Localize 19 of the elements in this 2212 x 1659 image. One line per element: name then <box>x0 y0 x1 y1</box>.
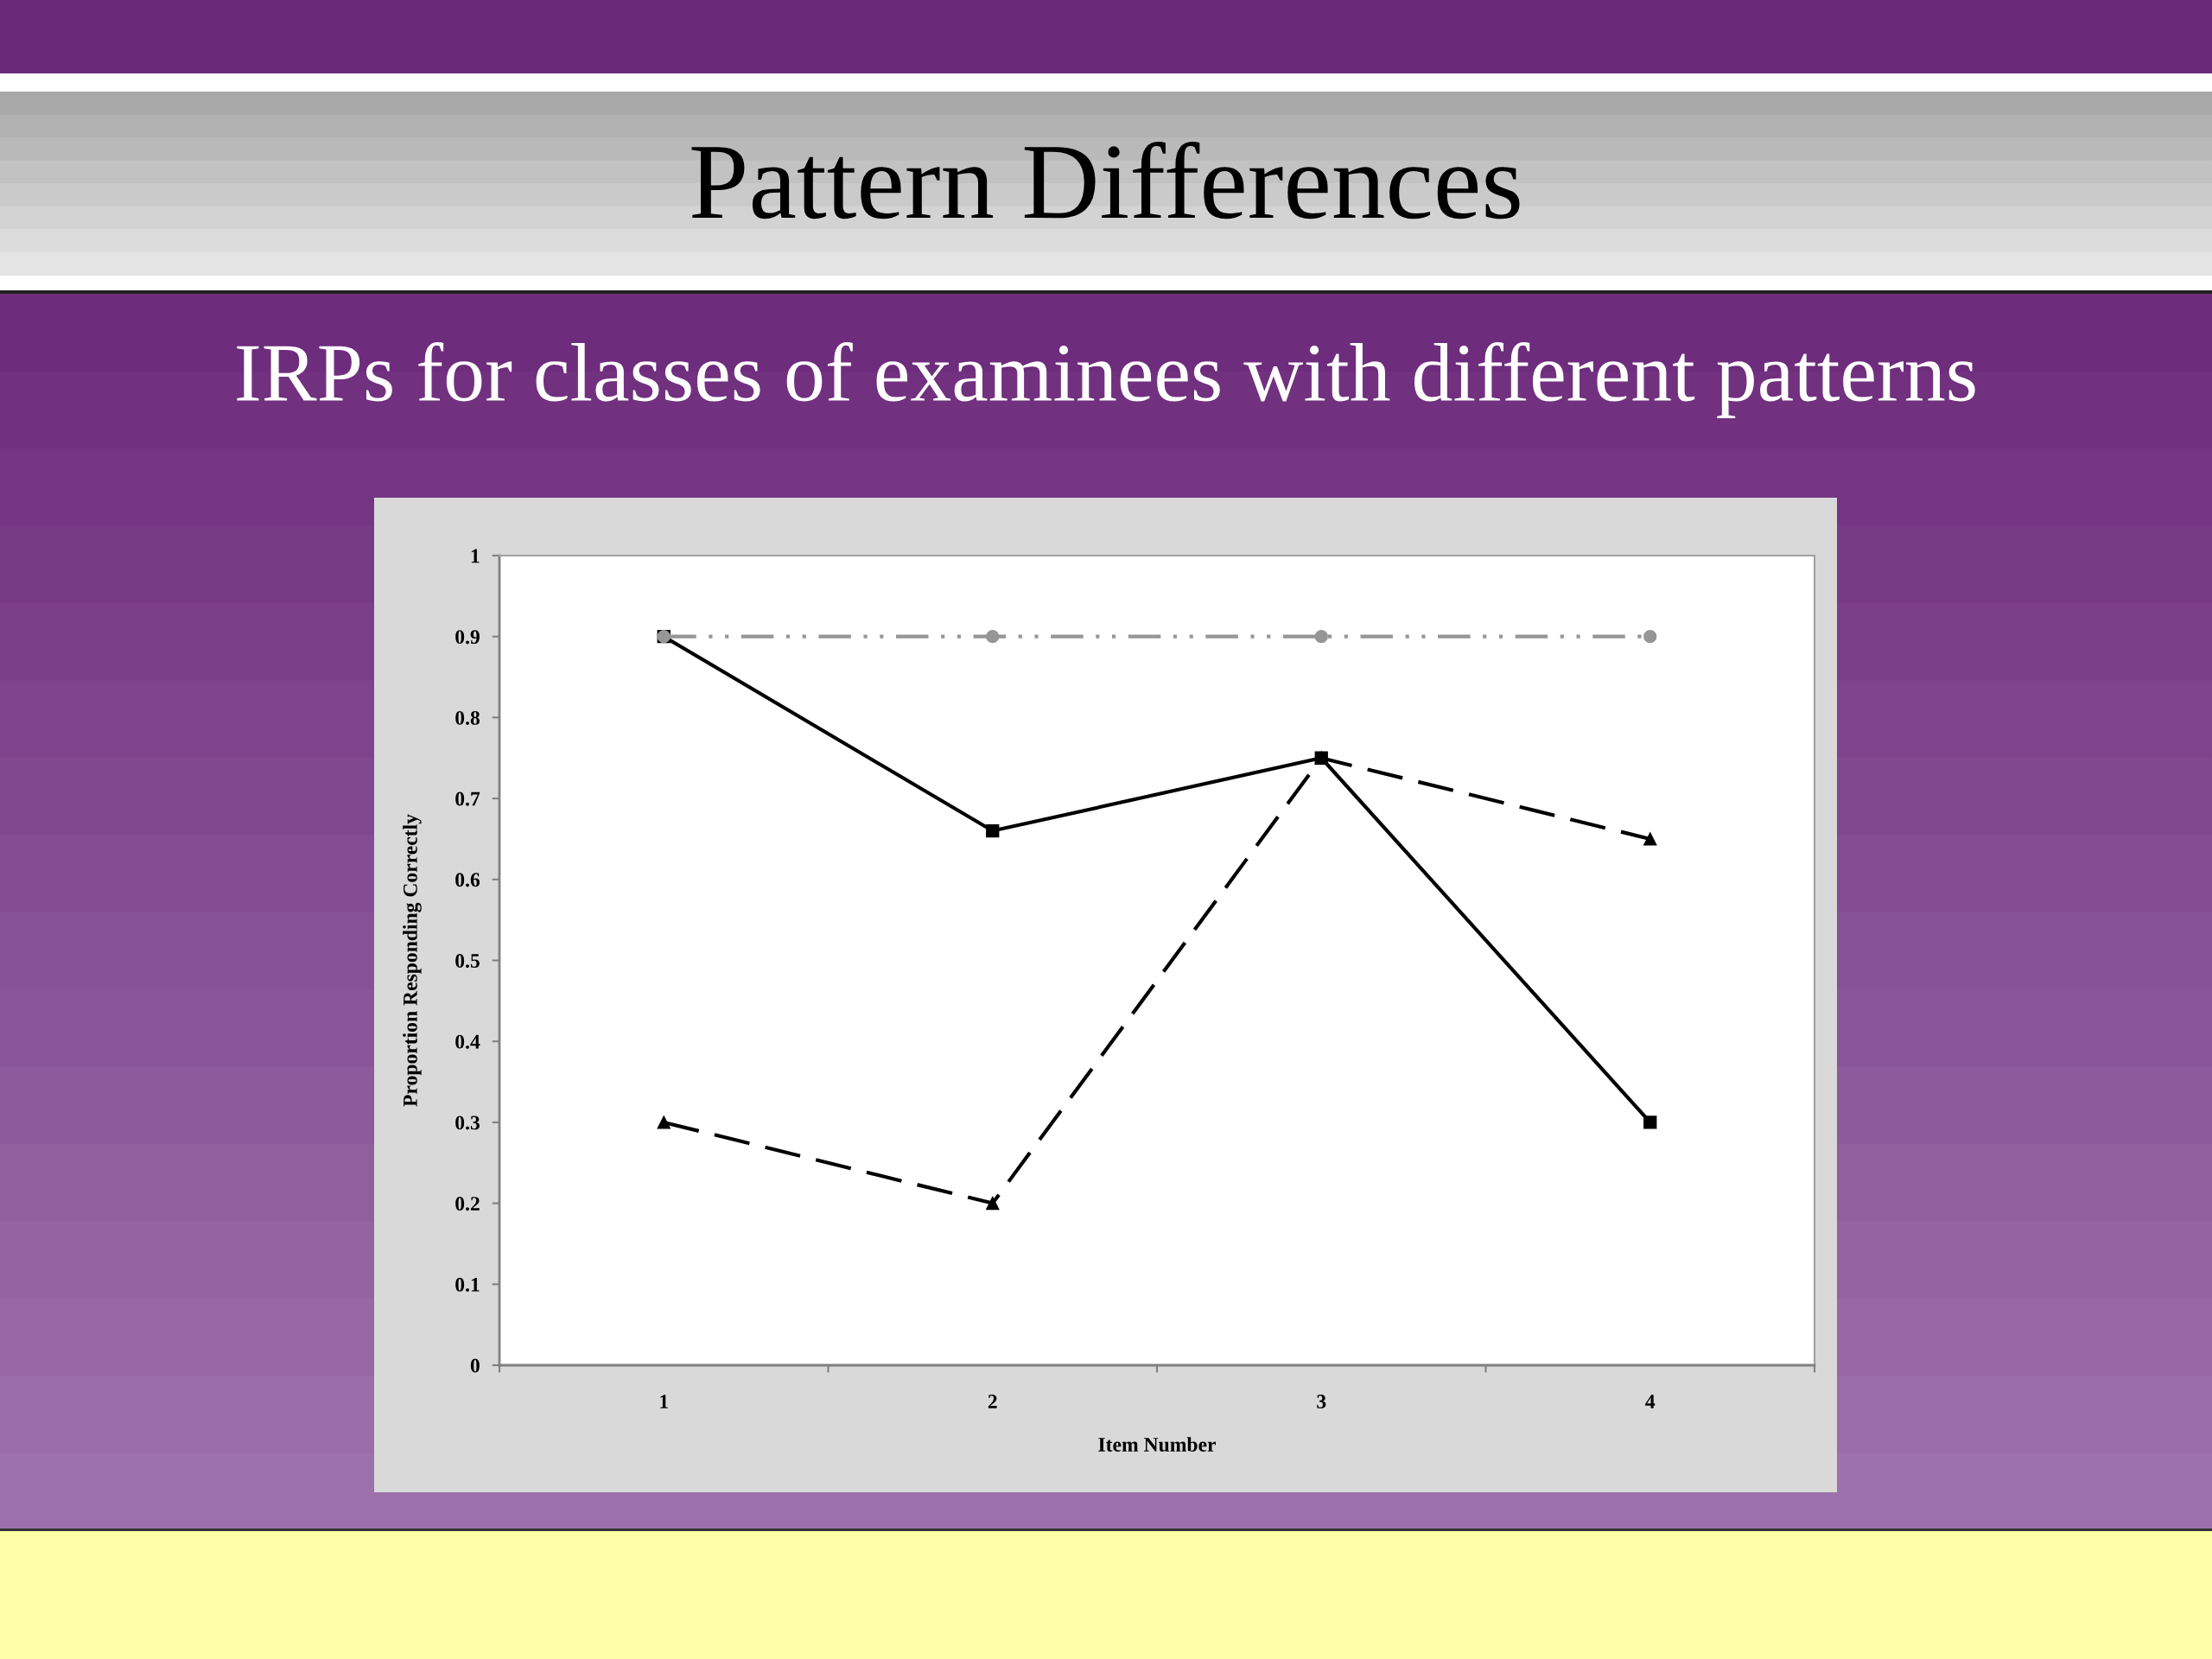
x-tick-label: 3 <box>1317 1395 1326 1408</box>
x-tick-label: 1 <box>660 1395 668 1408</box>
y-tick-label: 0.9 <box>455 630 480 645</box>
y-axis-title: Proportion Responding Correctly <box>403 814 422 1107</box>
x-tick-label: 4 <box>1645 1395 1656 1408</box>
y-tick-label: 0 <box>470 1358 480 1373</box>
y-tick-label: 1 <box>471 549 480 563</box>
y-tick-label: 0.3 <box>455 1116 480 1130</box>
x-axis-title: Item Number <box>1098 1437 1217 1452</box>
x-tick-label: 2 <box>988 1395 997 1408</box>
y-tick-label: 0.8 <box>455 710 480 725</box>
y-tick-label: 0.7 <box>455 791 480 806</box>
chart-title: Pattern Differences <box>691 142 1520 219</box>
y-tick-label: 0.5 <box>455 953 480 969</box>
y-tick-label: 0.6 <box>455 873 480 887</box>
y-tick-label: 0.2 <box>455 1197 480 1211</box>
chart-subtitle: IRPs for classes of examinees with different patterns <box>237 342 1975 418</box>
y-tick-label: 0.1 <box>455 1277 480 1292</box>
y-tick-label: 0.4 <box>455 1034 480 1049</box>
